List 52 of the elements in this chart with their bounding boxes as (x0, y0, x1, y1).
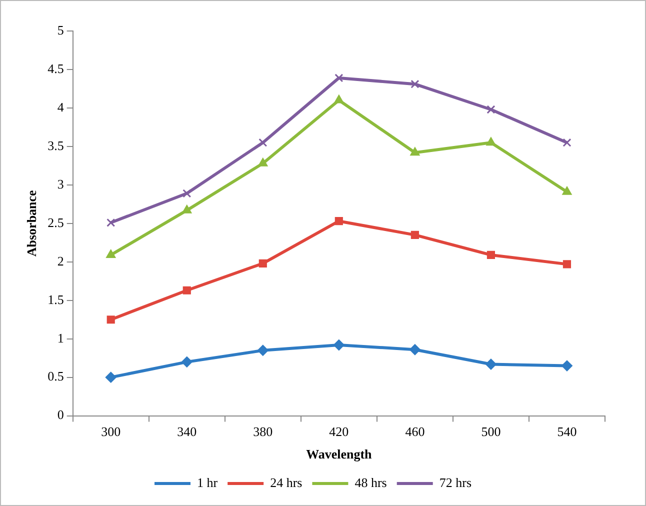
x-tick-label: 380 (253, 424, 273, 440)
point (334, 94, 344, 104)
point (486, 105, 496, 114)
y-tick-label: 5 (57, 22, 64, 38)
y-tick-label: 4.5 (48, 60, 64, 76)
y-tick-label: 3 (57, 176, 64, 192)
point (106, 249, 116, 258)
y-tick-label: 0 (57, 407, 64, 422)
point (334, 217, 343, 226)
point (257, 344, 268, 356)
point (258, 259, 267, 268)
y-tick-label: 2.5 (48, 214, 64, 230)
point (182, 204, 192, 214)
point (561, 360, 572, 372)
point (258, 158, 268, 166)
y-tick-label: 1 (57, 330, 64, 346)
point (410, 230, 419, 239)
point (106, 316, 115, 324)
point (562, 138, 572, 147)
point (562, 186, 572, 195)
point (105, 372, 116, 383)
point (182, 189, 192, 198)
x-axis-title: Wavelength (306, 446, 373, 462)
legend-label: 72 hrs (439, 474, 472, 490)
y-tick-label: 0.5 (48, 368, 64, 384)
y-tick-label: 1.5 (48, 292, 64, 307)
y-tick-label: 4 (57, 99, 64, 114)
legend-label: 1 hr (197, 474, 218, 490)
x-tick-label: 340 (177, 424, 197, 440)
point (486, 137, 496, 146)
x-tick-label: 500 (481, 424, 501, 440)
y-tick-label: 3.5 (48, 138, 64, 153)
y-tick-label: 2 (57, 253, 64, 268)
point (486, 250, 496, 259)
x-tick-label: 420 (329, 424, 349, 440)
x-tick-label: 460 (405, 424, 425, 440)
legend-label: 24 hrs (270, 474, 302, 490)
point (409, 344, 420, 356)
point (106, 218, 116, 227)
point (181, 356, 192, 368)
point (258, 138, 268, 147)
legend-label: 48 hrs (354, 474, 387, 490)
point (410, 80, 420, 88)
point (485, 358, 496, 370)
point (333, 339, 344, 350)
x-tick-label: 540 (557, 424, 577, 440)
point (410, 147, 420, 156)
y-axis-title: Absorbance (24, 190, 40, 257)
point (334, 74, 344, 82)
x-tick-label: 300 (101, 424, 121, 440)
point (562, 260, 572, 268)
point (182, 286, 191, 294)
